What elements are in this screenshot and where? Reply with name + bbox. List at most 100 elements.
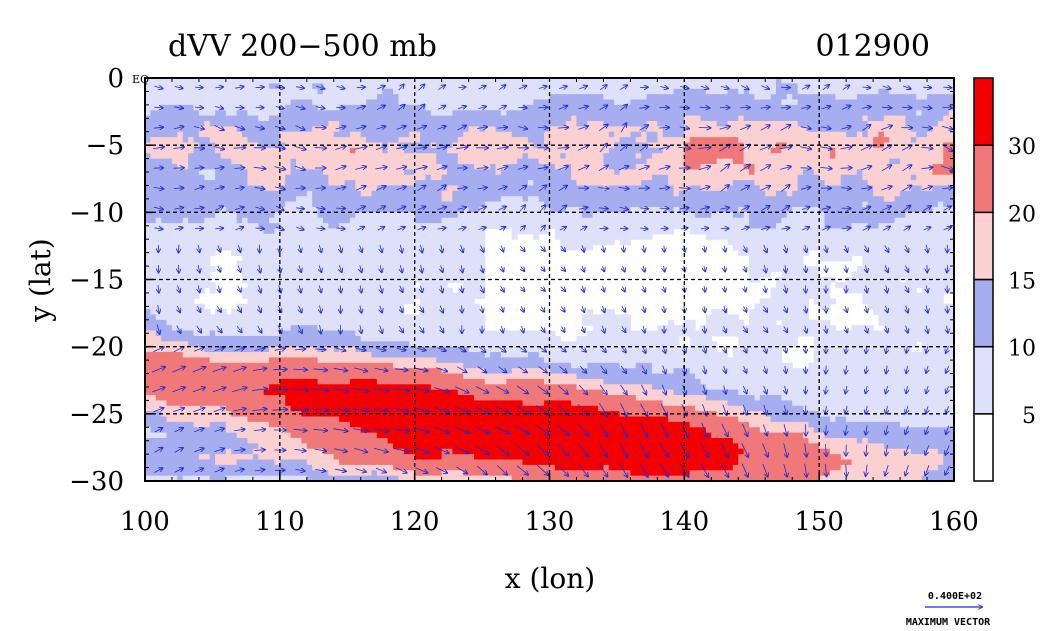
field-cell (188, 432, 195, 439)
field-cell (150, 239, 157, 246)
field-cell (242, 432, 249, 439)
field-cell (393, 137, 400, 144)
field-cell (188, 120, 195, 127)
field-cell (182, 163, 189, 170)
field-cell (506, 217, 513, 224)
field-cell (441, 378, 448, 385)
field-cell (360, 180, 367, 187)
field-cell (193, 99, 200, 106)
field-cell (204, 362, 211, 369)
field-cell (344, 88, 351, 95)
field-cell (204, 163, 211, 170)
field-cell (463, 330, 470, 337)
field-cell (198, 443, 205, 450)
field-cell (145, 298, 151, 305)
field-cell (301, 432, 308, 439)
field-cell (463, 88, 470, 95)
field-cell (225, 389, 232, 396)
field-cell (193, 341, 200, 348)
field-cell (463, 249, 470, 256)
field-cell (258, 88, 265, 95)
field-cell (463, 147, 470, 154)
field-cell (366, 104, 373, 111)
field-cell (473, 378, 480, 385)
field-cell (285, 78, 292, 84)
field-cell (177, 330, 184, 337)
field-cell (463, 201, 470, 208)
field-cell (306, 346, 313, 353)
field-cell (263, 303, 270, 310)
field-cell (193, 83, 200, 90)
field-cell (360, 325, 367, 332)
field-cell (242, 180, 249, 187)
field-cell (322, 287, 329, 294)
field-cell (225, 223, 232, 230)
field-cell (468, 464, 475, 471)
field-cell (360, 131, 367, 138)
field-cell (247, 201, 254, 208)
field-cell (193, 325, 200, 332)
field-cell (333, 104, 340, 111)
field-cell (495, 475, 502, 481)
field-cell (436, 78, 443, 84)
field-cell (296, 131, 302, 138)
field-cell (349, 368, 356, 375)
field-cell (452, 190, 459, 197)
field-cell (436, 443, 443, 450)
field-cell (166, 287, 173, 294)
field-cell (447, 120, 454, 127)
field-cell (333, 368, 340, 375)
field-cell (344, 104, 351, 111)
field-cell (166, 378, 173, 385)
field-cell (360, 244, 367, 251)
field-cell (317, 88, 324, 95)
field-cell (166, 330, 173, 337)
field-cell (436, 400, 443, 407)
field-cell (366, 99, 373, 106)
field-cell (150, 325, 157, 332)
field-cell (360, 99, 367, 106)
field-cell (452, 330, 459, 337)
field-cell (387, 271, 394, 278)
field-cell (463, 271, 470, 278)
field-cell (312, 266, 319, 273)
field-cell (322, 362, 329, 369)
field-cell (182, 249, 189, 256)
field-cell (382, 153, 389, 160)
field-cell (473, 459, 480, 466)
field-cell (360, 303, 367, 310)
field-cell (479, 153, 486, 160)
field-cell (420, 131, 427, 138)
field-cell (339, 432, 346, 439)
field-cell (436, 131, 443, 138)
field-cell (290, 266, 297, 273)
field-cell (430, 470, 437, 477)
field-cell (150, 395, 157, 401)
field-cell (269, 196, 276, 203)
field-cell (155, 438, 162, 444)
field-cell (166, 416, 173, 423)
field-cell (177, 110, 184, 117)
field-cell (274, 185, 281, 192)
field-cell (296, 454, 302, 461)
field-cell (220, 185, 227, 192)
field-cell (145, 352, 151, 359)
field-cell (376, 335, 383, 342)
field-cell (387, 239, 394, 246)
field-cell (204, 341, 211, 348)
field-cell (328, 421, 335, 428)
field-cell (376, 266, 383, 273)
field-cell (269, 78, 276, 84)
field-cell (166, 244, 173, 251)
field-cell (414, 389, 421, 396)
field-cell (457, 217, 464, 224)
field-cell (269, 110, 276, 117)
field-cell (258, 282, 265, 289)
field-cell (171, 341, 178, 348)
field-cell (301, 158, 308, 165)
field-cell (452, 115, 459, 122)
field-cell (463, 228, 470, 235)
field-cell (215, 201, 222, 208)
field-cell (457, 352, 464, 359)
field-cell (457, 228, 464, 235)
